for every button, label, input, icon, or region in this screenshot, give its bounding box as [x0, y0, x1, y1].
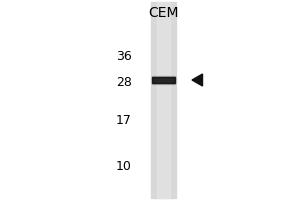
Text: 10: 10	[116, 160, 132, 172]
Bar	[157, 2, 170, 198]
Bar	[151, 2, 176, 198]
Polygon shape	[192, 74, 202, 86]
Bar	[152, 76, 175, 84]
Text: CEM: CEM	[148, 6, 179, 20]
Bar	[152, 77, 175, 83]
Text: 28: 28	[116, 76, 132, 90]
Text: 36: 36	[116, 49, 132, 62]
Text: 17: 17	[116, 114, 132, 127]
